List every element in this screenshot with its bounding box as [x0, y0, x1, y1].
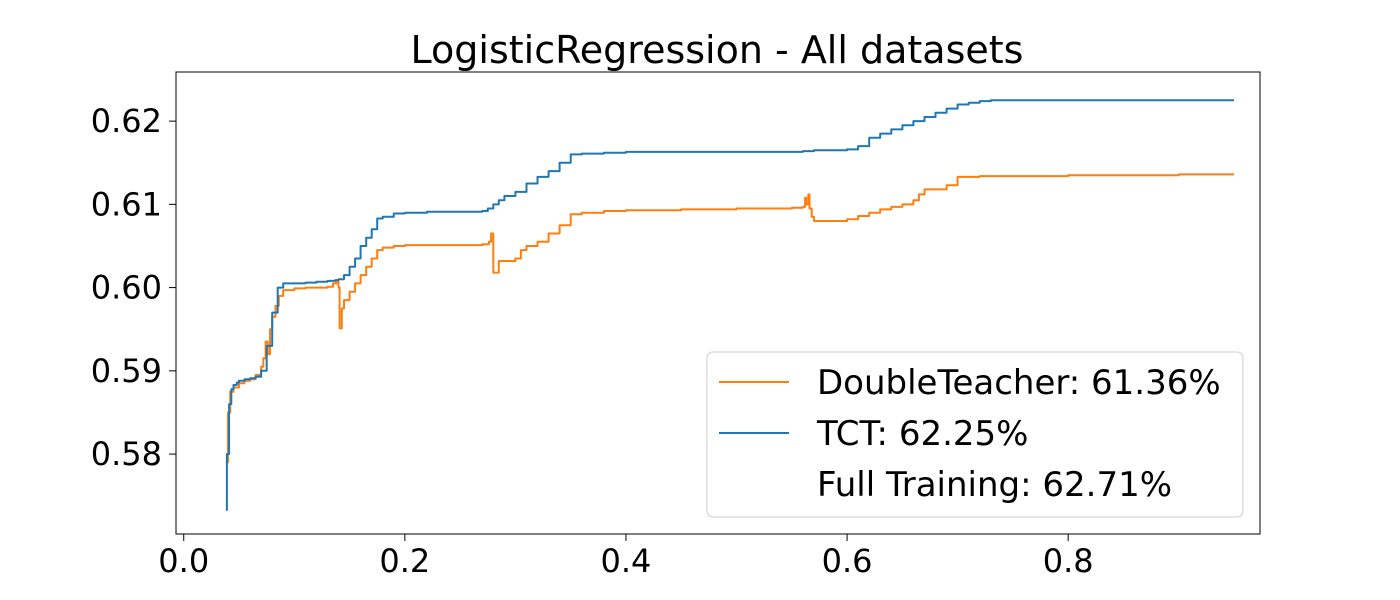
chart-title: LogisticRegression - All datasets: [411, 28, 1024, 72]
legend-box: [706, 351, 1244, 518]
x-axis: 0.0 0.2 0.4 0.6 0.8: [158, 534, 1094, 580]
y-tick-label: 0.59: [91, 352, 162, 390]
y-tick-label: 0.62: [91, 102, 162, 140]
series-layer: [225, 99, 1234, 511]
y-axis: 0.58 0.59 0.60 0.61 0.62: [91, 102, 176, 473]
x-tick-label: 0.0: [158, 542, 209, 580]
x-tick-label: 0.4: [601, 542, 652, 580]
y-tick-label: 0.58: [91, 435, 162, 473]
x-tick-label: 0.6: [822, 542, 873, 580]
x-tick-label: 0.2: [379, 542, 430, 580]
legend-label-full-training: Full Training: 62.71%: [817, 465, 1172, 505]
legend-label-tct: TCT: 62.25%: [816, 414, 1028, 454]
legend-label-doubleteacher: DoubleTeacher: 61.36%: [817, 363, 1221, 403]
legend: DoubleTeacher: 61.36% TCT: 62.25% Full Tra…: [706, 351, 1244, 518]
y-tick-label: 0.61: [91, 185, 162, 223]
plot-area: [175, 71, 1261, 535]
series-line-tct: [225, 99, 1234, 511]
axes-frame: [175, 71, 1261, 535]
x-tick-label: 0.8: [1043, 542, 1094, 580]
y-tick-label: 0.60: [91, 269, 162, 307]
